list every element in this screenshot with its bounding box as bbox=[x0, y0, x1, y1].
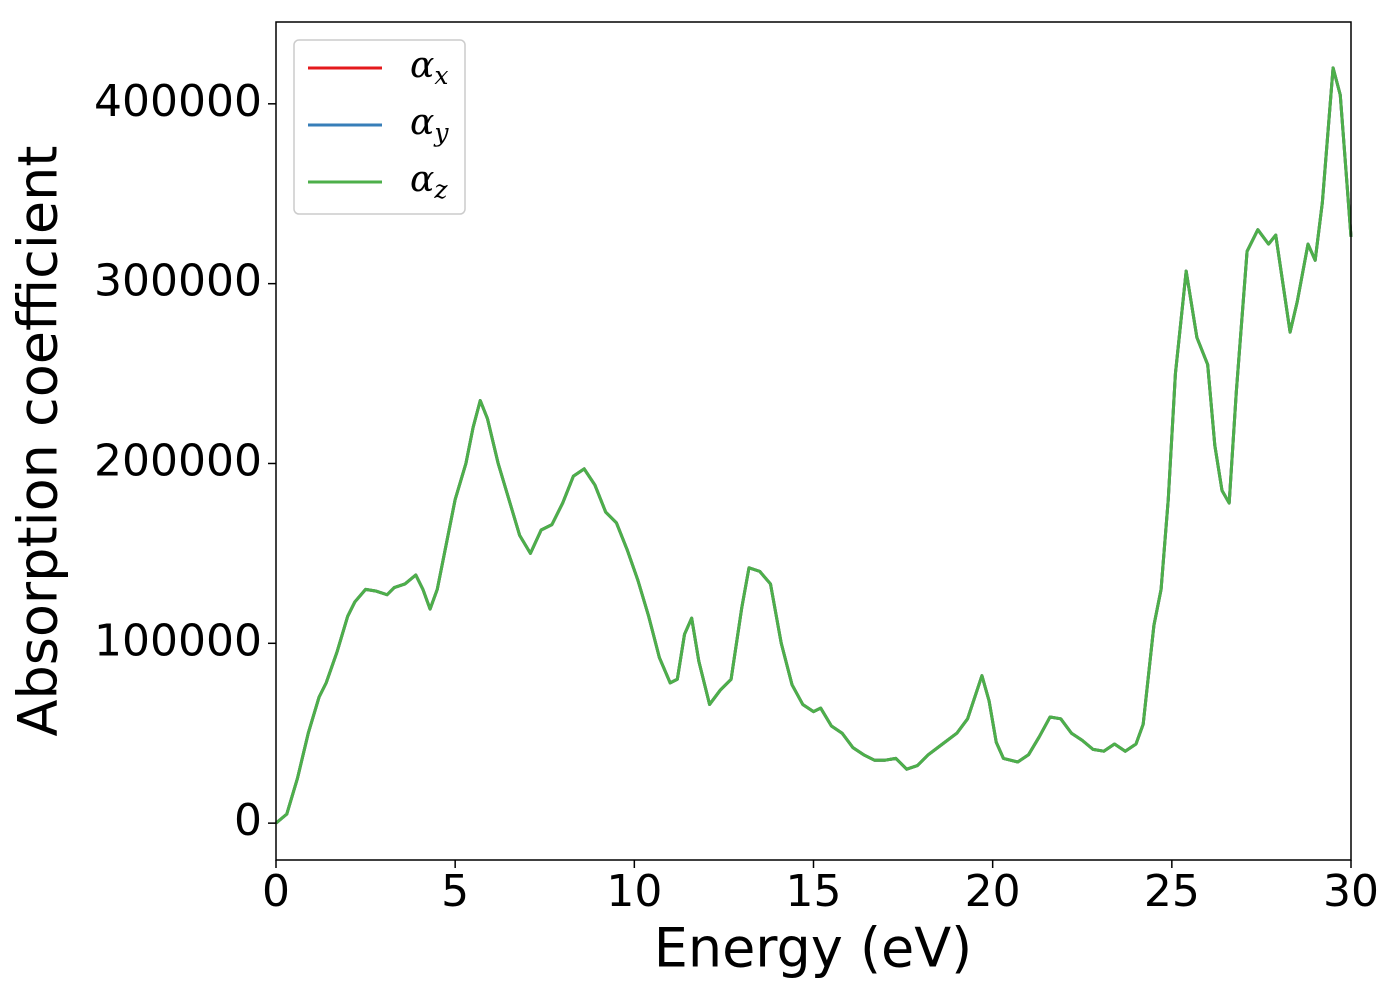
x-axis-label: Energy (eV) bbox=[654, 917, 973, 980]
x-tick-label: 0 bbox=[262, 866, 290, 917]
y-tick-label: 300000 bbox=[94, 256, 262, 307]
x-tick-label: 25 bbox=[1144, 866, 1200, 917]
y-tick-label: 200000 bbox=[94, 435, 262, 486]
x-tick-label: 30 bbox=[1323, 866, 1379, 917]
legend-label: αy bbox=[410, 102, 449, 147]
legend-label: αz bbox=[410, 159, 448, 204]
y-tick-label: 100000 bbox=[94, 615, 262, 666]
y-axis-label: Absorption coefficient bbox=[7, 146, 70, 737]
x-tick-label: 10 bbox=[606, 866, 662, 917]
legend-box bbox=[293, 39, 466, 215]
plot-frame bbox=[275, 21, 1352, 861]
legend-label: αx bbox=[410, 45, 448, 90]
x-tick-label: 20 bbox=[965, 866, 1021, 917]
y-tick-label: 400000 bbox=[94, 76, 262, 127]
data-line bbox=[275, 66, 1353, 825]
y-tick-label: 0 bbox=[234, 795, 262, 846]
x-tick-label: 15 bbox=[786, 866, 842, 917]
x-tick-label: 5 bbox=[441, 866, 469, 917]
